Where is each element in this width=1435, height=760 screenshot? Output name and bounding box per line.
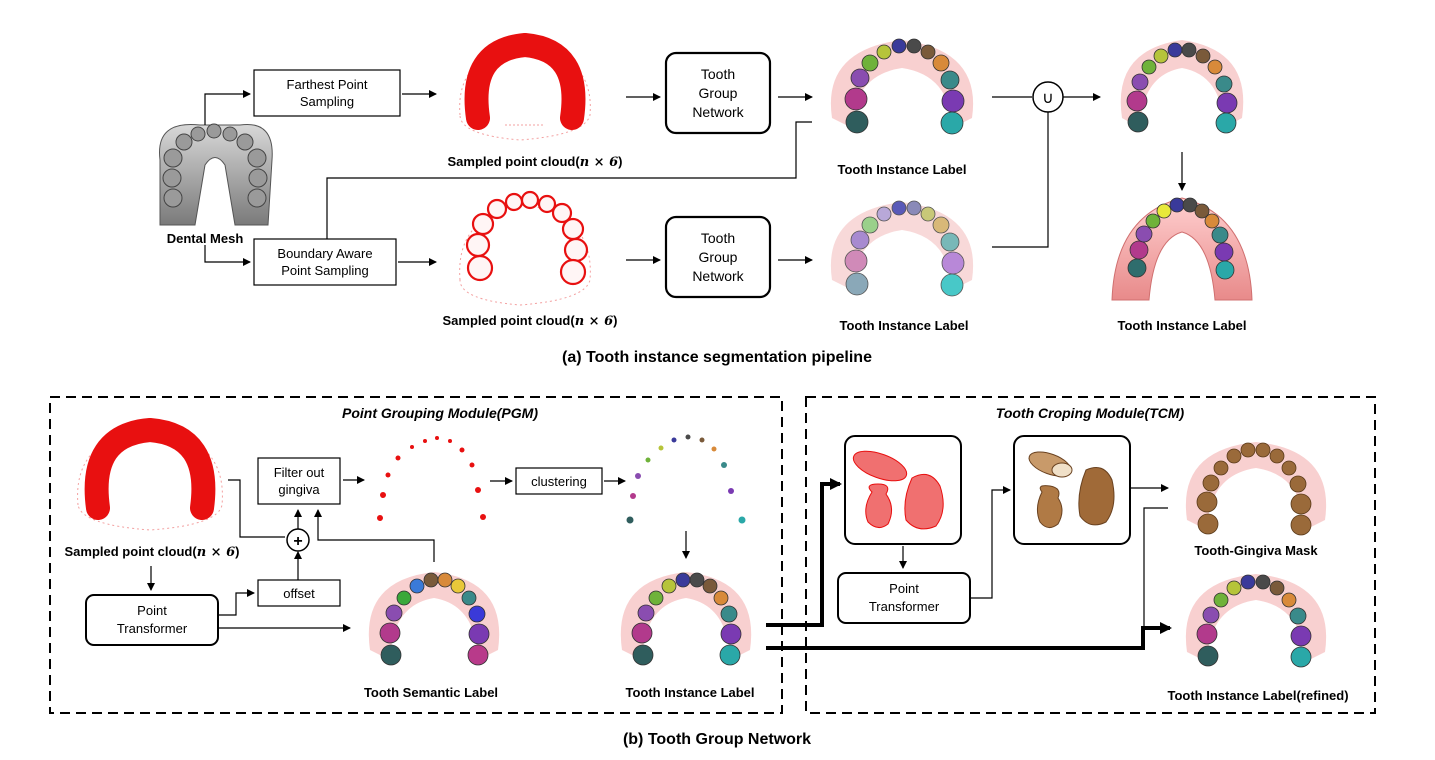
refined-tooth-instance-arch [1185,574,1327,668]
line-to-mask-lower [1143,507,1168,648]
union-symbol: ∪ [1042,90,1054,107]
offset-box [257,579,341,607]
connector-mesh-to-instance [326,121,812,239]
arrow-mesh-to-fps [204,90,251,125]
sampled-cloud-boundary-bottom [459,190,591,306]
pgm-module-box [49,396,783,714]
filtered-tooth-points [377,436,486,521]
cropped-teeth-red [852,450,944,530]
instance-label-bottom: Tooth Instance Label [839,318,968,333]
sampled-top-text: Sampled point cloud( [448,154,581,169]
thick-arrow-to-refined [766,622,1172,650]
instance-label-top: Tooth Instance Label [837,162,966,177]
instance-label-final: Tooth Instance Label [1117,318,1246,333]
filter-line2: gingiva [278,482,320,497]
tgn-top-line1: Tooth [701,66,735,82]
pgm-sampled-label: Sampled point cloud(n × 6) [65,544,240,560]
pgm-pt-line2: Transformer [117,621,188,636]
clustering-label: clustering [531,474,587,489]
baps-box-line1: Boundary Aware [277,246,372,261]
tgn-bottom-line3: Network [692,268,744,284]
semantic-label: Tooth Semantic Label [364,685,498,700]
filter-gingiva-box [257,457,341,505]
clustering-box [515,467,603,495]
tcm-pt-line1: Point [889,581,919,596]
tcm-title: Tooth Croping Module(TCM) [996,405,1185,421]
arrow-pt-to-offset [218,589,255,616]
merged-tooth-arch [1120,40,1244,134]
sampled-bottom-math: n × 6 [575,314,613,329]
caption-b: (b) Tooth Group Network [623,731,811,748]
tgn-top-line2: Group [699,85,738,101]
arrow-pt-to-masked [970,486,1011,599]
masked-teeth-brown [1028,451,1115,528]
tooth-instance-mesh-result [1111,197,1253,301]
sampled-label-bottom: Sampled point cloud(n × 6) [443,313,618,329]
pgm-point-transformer-box [85,594,219,646]
dental-mesh-image [159,123,273,226]
thick-arrow-to-crop [766,478,842,627]
pgm-pt-line1: Point [137,603,167,618]
line-cloud-to-plus [228,479,285,538]
pgm-tooth-instance-arch [620,572,752,666]
pgm-sampled-cloud [77,417,223,531]
dental-mesh-label: Dental Mesh [167,231,244,246]
pgm-instance-label: Tooth Instance Label [625,685,754,700]
arrow-semantic-to-filter [314,509,435,562]
pgm-sampled-text: Sampled point cloud( [65,544,198,559]
pgm-sampled-close: ) [235,544,239,559]
baps-box-line2: Point Sampling [281,263,368,278]
tgn-box-top [664,51,772,135]
tooth-instance-arch-bottom [830,200,974,297]
caption-a: (a) Tooth instance segmentation pipeline [562,349,872,366]
fps-box-line1: Farthest Point [287,77,368,92]
refined-label: Tooth Instance Label(refined) [1167,688,1348,703]
clustered-tooth-points [626,434,746,524]
tooth-gingiva-mask-arch [1185,442,1327,536]
offset-label: offset [283,586,315,601]
tooth-instance-arch-top [830,38,974,135]
tgn-box-bottom [664,215,772,299]
pgm-title: Point Grouping Module(PGM) [342,405,538,421]
sampled-label-top: Sampled point cloud(n × 6) [448,154,623,170]
fps-box [253,69,401,117]
tooth-semantic-arch [368,572,500,666]
tgn-bottom-line2: Group [699,249,738,265]
sampled-bottom-close: ) [613,313,617,328]
arrow-mesh-to-baps [204,245,251,266]
sampled-bottom-text: Sampled point cloud( [443,313,576,328]
tgn-bottom-line1: Tooth [701,230,735,246]
pgm-sampled-math: n × 6 [197,545,235,560]
sampled-top-math: n × 6 [580,155,618,170]
filter-line1: Filter out [274,465,325,480]
fps-box-line2: Sampling [300,94,354,109]
baps-box [253,238,397,286]
tcm-module-box [805,396,1376,714]
tgn-top-line3: Network [692,104,744,120]
sampled-top-close: ) [618,154,622,169]
tcm-pt-line2: Transformer [869,599,940,614]
plus-symbol: + [293,533,302,550]
sampled-cloud-dense-top [459,32,591,141]
mask-label: Tooth-Gingiva Mask [1194,543,1318,558]
line-bottom-to-union [992,112,1049,248]
